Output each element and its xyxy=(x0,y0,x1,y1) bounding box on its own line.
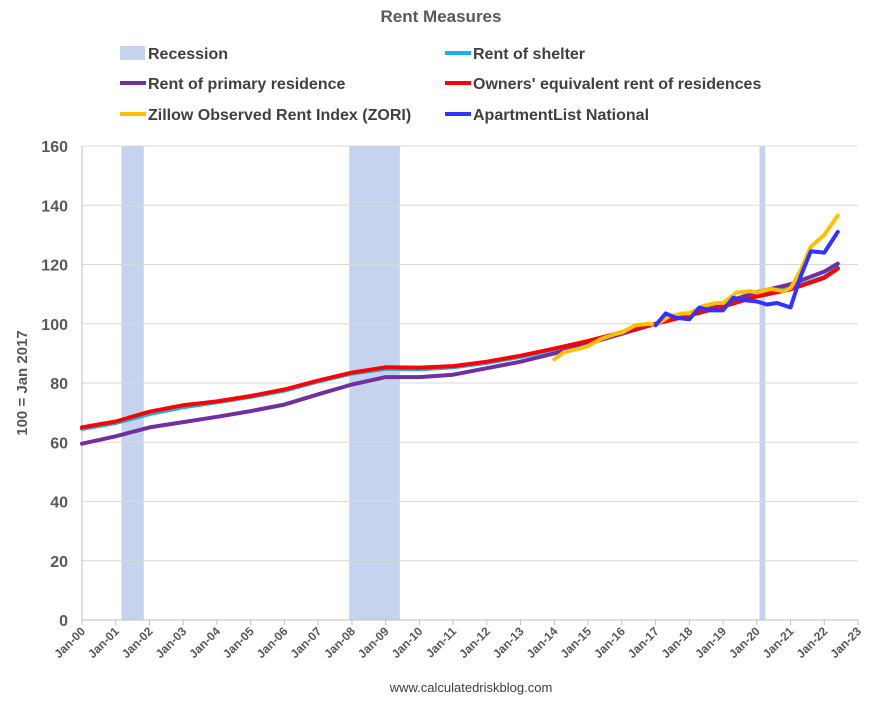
y-tick-label: 120 xyxy=(41,258,68,275)
y-tick-label: 20 xyxy=(50,554,68,571)
y-tick-label: 80 xyxy=(50,376,68,393)
y-tick-label: 60 xyxy=(50,435,68,452)
chart-title: Rent Measures xyxy=(381,7,502,26)
legend-label: Rent of shelter xyxy=(473,46,585,63)
series-line-apartmentlist-national xyxy=(653,229,840,328)
legend-label: Recession xyxy=(148,46,228,63)
legend-label: ApartmentList National xyxy=(473,107,649,124)
y-tick-label: 100 xyxy=(41,317,68,334)
legend-label: Rent of primary residence xyxy=(148,76,346,93)
y-axis-title: 100 = Jan 2017 xyxy=(14,330,31,436)
gridlines xyxy=(81,145,858,621)
y-tick-label: 140 xyxy=(41,198,68,215)
legend-label: Zillow Observed Rent Index (ZORI) xyxy=(148,107,411,124)
y-tick-label: 160 xyxy=(41,139,68,156)
legend-label: Owners' equivalent rent of residences xyxy=(473,76,761,93)
y-tick-label: 0 xyxy=(59,613,68,630)
legend-swatch-box xyxy=(120,46,145,60)
y-tick-label: 40 xyxy=(50,495,68,512)
series-lines xyxy=(80,213,840,446)
source-credit: www.calculatedriskblog.com xyxy=(389,680,553,695)
legend: Recession Rent of shelter Rent of primary … xyxy=(120,46,761,124)
y-axis-ticks: 0 20 40 60 80 100 120 140 160 xyxy=(41,139,68,630)
